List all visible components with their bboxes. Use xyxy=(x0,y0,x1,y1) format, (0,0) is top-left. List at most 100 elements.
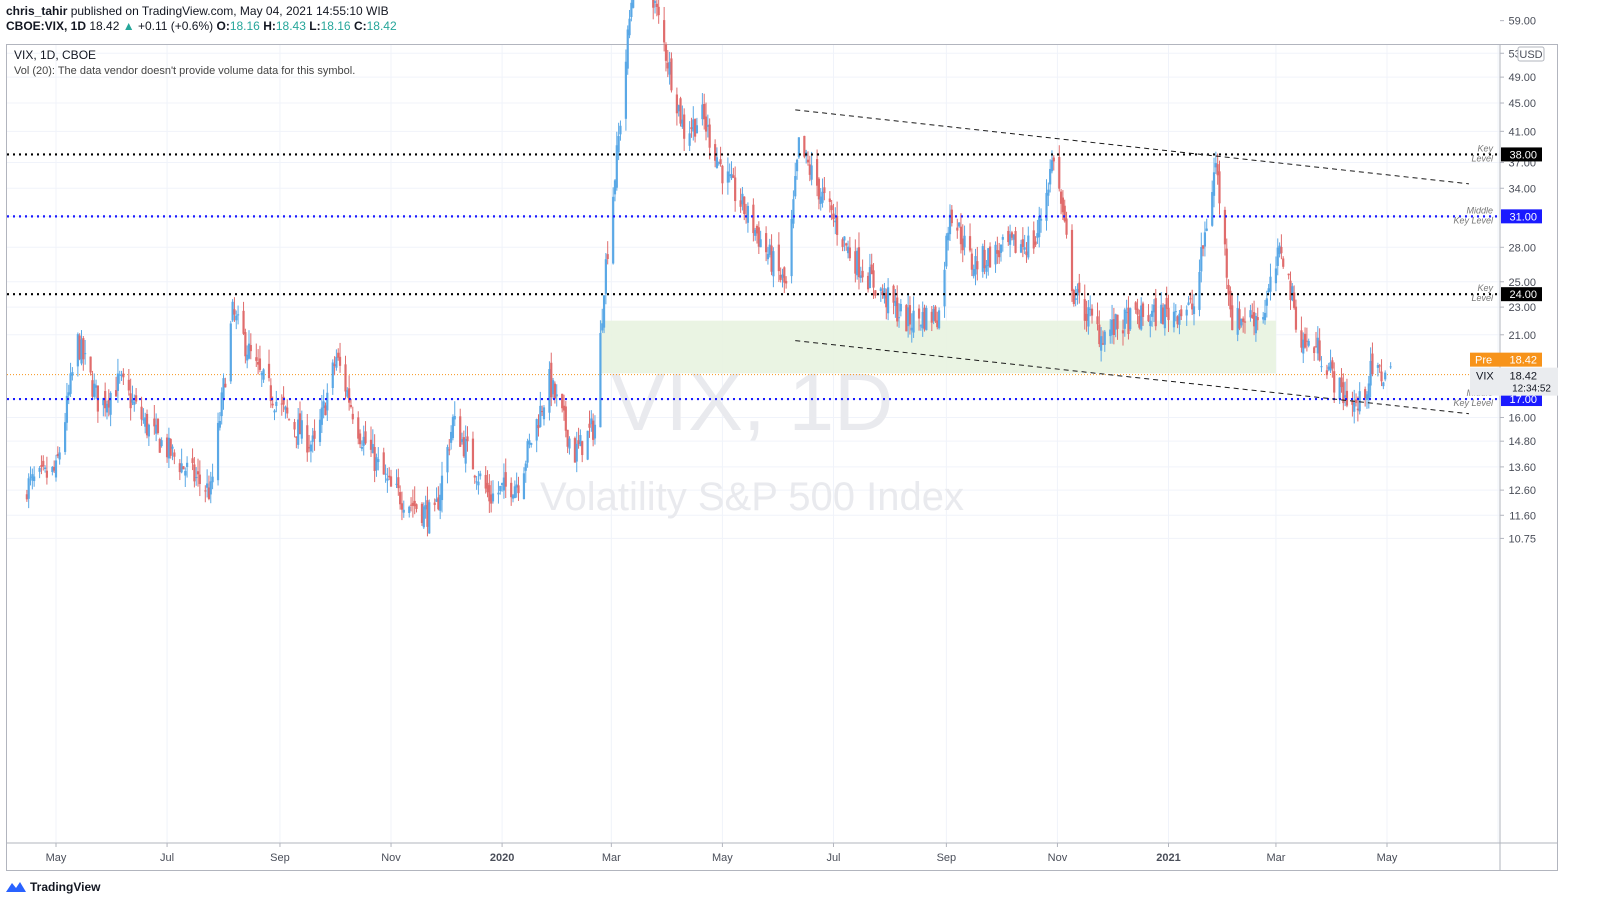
current-symbol: VIX xyxy=(1476,371,1494,383)
candle-body xyxy=(1087,307,1090,327)
candle-body xyxy=(657,6,660,16)
candle-body xyxy=(794,176,797,197)
price-axis[interactable]: 8880.0072.5065.0059.0053.0049.0045.0041.… xyxy=(1499,0,1545,870)
candle-body xyxy=(82,338,85,360)
candle-body xyxy=(537,425,540,429)
candle-body xyxy=(257,361,260,365)
currency-button[interactable] xyxy=(1517,46,1545,62)
candle-body xyxy=(306,425,309,453)
candle-body xyxy=(1205,228,1208,231)
candle-body xyxy=(160,440,163,447)
candle-body xyxy=(515,484,518,488)
trendline[interactable] xyxy=(795,109,1469,185)
candle-body xyxy=(836,215,839,235)
candle-body xyxy=(530,442,533,445)
candle-body xyxy=(868,267,871,289)
candle-body xyxy=(894,300,897,307)
candle-body xyxy=(797,137,800,158)
tradingview-logo[interactable]: TradingView xyxy=(6,880,100,894)
candle-body xyxy=(728,174,731,177)
demand-zone-rect[interactable] xyxy=(600,320,1276,374)
candle-body xyxy=(754,229,757,236)
chart-legend-title[interactable]: VIX, 1D, CBOE xyxy=(14,48,97,62)
candle-body xyxy=(145,413,149,436)
candle-body xyxy=(440,475,444,501)
candle-body xyxy=(958,222,961,227)
candle-body xyxy=(513,486,516,499)
candle-body xyxy=(550,362,553,398)
candle-body xyxy=(970,253,973,270)
trendlines[interactable] xyxy=(795,109,1469,415)
candle-body xyxy=(216,422,220,481)
time-tick-label: Jul xyxy=(160,852,174,864)
pre-market-tag xyxy=(1470,352,1542,367)
candle-body xyxy=(1198,272,1201,310)
candle-body xyxy=(1112,319,1115,336)
key-level-price-tag xyxy=(1501,287,1542,302)
key-level-note: Key Level xyxy=(1453,215,1494,225)
candle-body xyxy=(879,288,882,291)
candle-body xyxy=(295,436,298,438)
demand-zone[interactable] xyxy=(600,320,1276,374)
candle-body xyxy=(917,308,921,319)
candle-body xyxy=(318,419,322,443)
candle-body xyxy=(866,275,870,290)
candle-body xyxy=(499,485,502,492)
candle-body xyxy=(1262,317,1265,320)
currency-label[interactable]: USD xyxy=(1519,49,1542,61)
symbol-label[interactable]: CBOE:VIX, 1D xyxy=(6,19,87,33)
candle-body xyxy=(795,159,799,172)
candle-body xyxy=(1238,309,1241,329)
candle-body xyxy=(346,390,349,397)
pre-market-value: 18.42 xyxy=(1509,355,1537,367)
candle-body xyxy=(923,307,926,330)
candle-body xyxy=(599,332,602,428)
candle-body xyxy=(897,317,901,319)
candle-body xyxy=(577,440,580,444)
candle-body xyxy=(746,205,750,223)
current-price-tag xyxy=(1470,367,1558,396)
candle-body xyxy=(1134,302,1137,310)
author-name[interactable]: chris_tahir xyxy=(6,4,68,18)
candle-body xyxy=(985,265,988,272)
candle-body xyxy=(581,441,584,456)
candle-body xyxy=(568,438,571,449)
candle-body xyxy=(311,435,314,442)
candle-body xyxy=(930,311,933,323)
time-tick-label: Sep xyxy=(270,852,290,864)
candle-body xyxy=(426,500,429,527)
candle-body xyxy=(349,405,353,407)
candle-body xyxy=(1110,319,1114,335)
candle-body xyxy=(439,494,442,511)
candle-body xyxy=(1021,239,1024,248)
candle-body xyxy=(120,374,123,377)
candle-body xyxy=(1236,307,1239,335)
candle-body xyxy=(65,395,69,423)
candle-body xyxy=(105,403,109,413)
price-tick-label: 23.00 xyxy=(1508,302,1536,314)
candle-body xyxy=(389,476,393,487)
candle-body xyxy=(586,430,589,460)
key-level-note: Level xyxy=(1471,153,1494,163)
candle-body xyxy=(133,401,136,405)
candle-body xyxy=(885,292,888,308)
candle-body xyxy=(29,476,32,478)
candle-body xyxy=(1278,245,1281,255)
trendline[interactable] xyxy=(795,340,1469,415)
candle-body xyxy=(785,280,788,284)
candle-body xyxy=(1191,303,1194,310)
candle-body xyxy=(271,403,274,406)
time-axis[interactable]: May Jul Sep Nov 2020 Mar May Jul Sep Nov 2021 Mar Ma… xyxy=(7,842,1558,864)
candle-body xyxy=(765,233,768,253)
candle-body xyxy=(453,415,456,420)
candle-body xyxy=(446,447,449,473)
candle-body xyxy=(211,476,214,483)
pre-market-label: Pre xyxy=(1475,355,1492,367)
candle-body xyxy=(1019,244,1023,253)
candle-body xyxy=(1333,371,1336,393)
candle-body xyxy=(104,391,107,409)
candle-body xyxy=(360,446,363,449)
candle-body xyxy=(905,305,908,332)
candle-body xyxy=(976,261,979,270)
